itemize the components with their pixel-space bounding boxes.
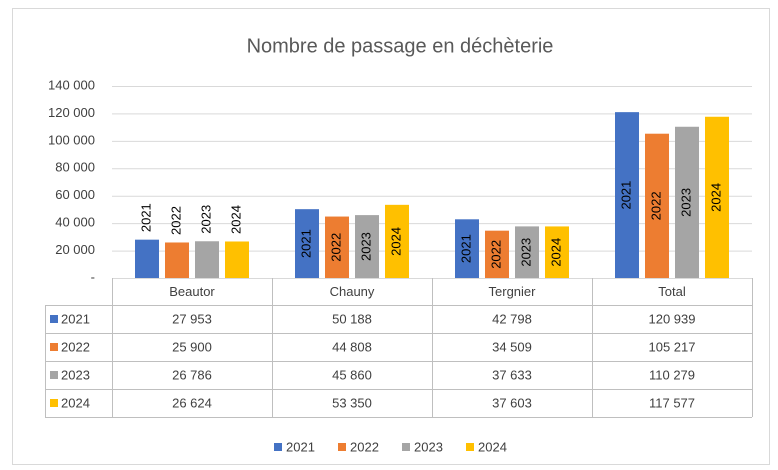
bar-label: 2021 (458, 234, 473, 263)
bar (485, 230, 509, 278)
legend-label: 2023 (414, 439, 443, 454)
legend-label: 2021 (286, 439, 315, 454)
bar (675, 126, 699, 279)
bar (645, 133, 669, 278)
y-tick-label: 60 000 (55, 187, 95, 202)
y-tick-label: 20 000 (55, 242, 95, 257)
bar-label: 2023 (518, 238, 533, 267)
table-cell: 53 350 (332, 395, 372, 410)
table-cell: 34 509 (492, 339, 532, 354)
legend-key (338, 443, 346, 451)
bar-label: 2022 (168, 206, 183, 235)
y-tick-label: 140 000 (48, 77, 95, 92)
table-cell: 120 939 (649, 311, 696, 326)
bar-label: 2021 (298, 229, 313, 258)
table-series-name: 2023 (61, 367, 90, 382)
bar-label: 2021 (138, 203, 153, 232)
legend-key (466, 443, 474, 451)
chart-title: Nombre de passage en déchèterie (247, 35, 554, 57)
bar (615, 112, 639, 278)
bar (455, 219, 479, 278)
table-cell: 42 798 (492, 311, 532, 326)
y-tick-label: 100 000 (48, 132, 95, 147)
table-legend-key (50, 399, 58, 407)
bar (545, 226, 569, 278)
table-cell: 25 900 (172, 339, 212, 354)
table-legend-key (50, 371, 58, 379)
bar-label: 2024 (388, 227, 403, 256)
y-tick-label: 120 000 (48, 105, 95, 120)
x-tick-label: Chauny (330, 284, 375, 299)
bar (705, 116, 729, 278)
legend-label: 2024 (478, 439, 507, 454)
legend-key (402, 443, 410, 451)
table-cell: 26 624 (172, 395, 212, 410)
table-legend-key (50, 315, 58, 323)
bar (515, 226, 539, 278)
bar (355, 215, 379, 278)
bar-label: 2023 (358, 232, 373, 261)
y-tick-label: 80 000 (55, 160, 95, 175)
bar (135, 239, 159, 278)
bar-label: 2023 (678, 188, 693, 217)
y-tick-label: 40 000 (55, 215, 95, 230)
table-cell: 37 633 (492, 367, 532, 382)
table-cell: 37 603 (492, 395, 532, 410)
table-series-name: 2024 (61, 395, 90, 410)
x-tick-label: Beautor (169, 284, 215, 299)
bar-label: 2023 (198, 205, 213, 234)
table-cell: 27 953 (172, 311, 212, 326)
bar-label: 2024 (228, 205, 243, 234)
x-tick-label: Tergnier (489, 284, 537, 299)
table-series-name: 2022 (61, 339, 90, 354)
table-cell: 50 188 (332, 311, 372, 326)
legend-label: 2022 (350, 439, 379, 454)
table-cell: 26 786 (172, 367, 212, 382)
bar (295, 209, 319, 278)
table-cell: 44 808 (332, 339, 372, 354)
bar-label: 2024 (708, 183, 723, 212)
bar-label: 2022 (488, 240, 503, 269)
table-cell: 45 860 (332, 367, 372, 382)
bar (385, 204, 409, 278)
table-cell: 110 279 (649, 367, 695, 382)
bar-label: 2022 (328, 233, 343, 262)
bar-label: 2021 (618, 181, 633, 210)
table-legend-key (50, 343, 58, 351)
bar-label: 2024 (548, 238, 563, 267)
bar (165, 242, 189, 278)
bar (325, 216, 349, 278)
table-cell: 117 577 (649, 395, 695, 410)
y-tick-label: - (91, 269, 95, 284)
bar (225, 241, 249, 278)
table-series-name: 2021 (61, 311, 90, 326)
x-tick-label: Total (658, 284, 686, 299)
bar-label: 2022 (648, 191, 663, 220)
legend-key (274, 443, 282, 451)
table-cell: 105 217 (649, 339, 696, 354)
bar (195, 241, 219, 278)
